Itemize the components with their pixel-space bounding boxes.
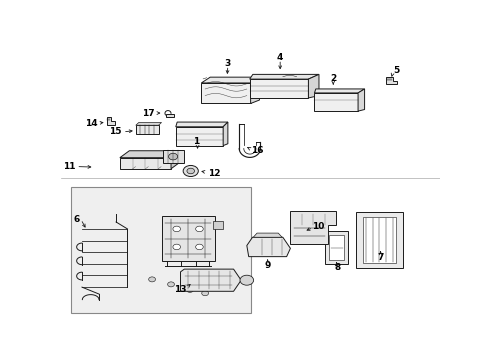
Polygon shape xyxy=(314,89,364,93)
Bar xyxy=(166,114,174,117)
Text: 11: 11 xyxy=(63,162,75,171)
Text: 7: 7 xyxy=(377,253,383,262)
Text: 1: 1 xyxy=(192,137,199,146)
Polygon shape xyxy=(249,75,318,79)
Polygon shape xyxy=(201,77,259,83)
Polygon shape xyxy=(171,151,180,169)
Polygon shape xyxy=(180,269,241,291)
Text: 6: 6 xyxy=(74,215,80,224)
Polygon shape xyxy=(362,217,395,263)
Polygon shape xyxy=(175,127,223,146)
Circle shape xyxy=(183,166,198,176)
Bar xyxy=(161,216,214,261)
Polygon shape xyxy=(328,235,344,260)
Polygon shape xyxy=(246,237,290,257)
Polygon shape xyxy=(386,77,396,84)
Polygon shape xyxy=(201,83,250,103)
Polygon shape xyxy=(355,212,402,268)
Polygon shape xyxy=(249,79,308,98)
Text: 10: 10 xyxy=(311,222,324,231)
Circle shape xyxy=(173,244,180,250)
Circle shape xyxy=(168,153,177,160)
Bar xyxy=(163,150,183,163)
Polygon shape xyxy=(290,211,335,244)
Circle shape xyxy=(186,287,193,292)
Bar xyxy=(212,221,223,229)
Circle shape xyxy=(195,244,203,250)
Circle shape xyxy=(240,275,253,285)
Text: 17: 17 xyxy=(142,109,155,118)
Polygon shape xyxy=(325,231,347,264)
Text: 16: 16 xyxy=(251,146,264,155)
Text: 5: 5 xyxy=(392,66,399,75)
Text: 3: 3 xyxy=(224,59,230,68)
Text: 2: 2 xyxy=(329,74,336,83)
Circle shape xyxy=(202,291,208,296)
Polygon shape xyxy=(120,158,171,169)
Polygon shape xyxy=(357,89,364,111)
Text: 15: 15 xyxy=(109,127,122,136)
Polygon shape xyxy=(250,77,259,103)
Circle shape xyxy=(167,282,174,287)
Text: 8: 8 xyxy=(334,263,340,272)
Polygon shape xyxy=(106,117,115,125)
Circle shape xyxy=(173,226,180,232)
Polygon shape xyxy=(175,122,227,127)
Polygon shape xyxy=(136,122,161,125)
Circle shape xyxy=(186,168,194,174)
Polygon shape xyxy=(223,122,227,146)
Polygon shape xyxy=(120,151,180,158)
Polygon shape xyxy=(314,93,357,111)
Polygon shape xyxy=(308,75,318,98)
Text: 9: 9 xyxy=(264,261,270,270)
Text: 4: 4 xyxy=(276,53,283,62)
Circle shape xyxy=(195,226,203,232)
Text: 14: 14 xyxy=(85,118,97,127)
Text: 12: 12 xyxy=(208,169,220,178)
Bar xyxy=(70,187,250,314)
Bar xyxy=(136,125,158,134)
Circle shape xyxy=(148,277,155,282)
Polygon shape xyxy=(253,233,282,237)
Text: 13: 13 xyxy=(173,285,186,294)
